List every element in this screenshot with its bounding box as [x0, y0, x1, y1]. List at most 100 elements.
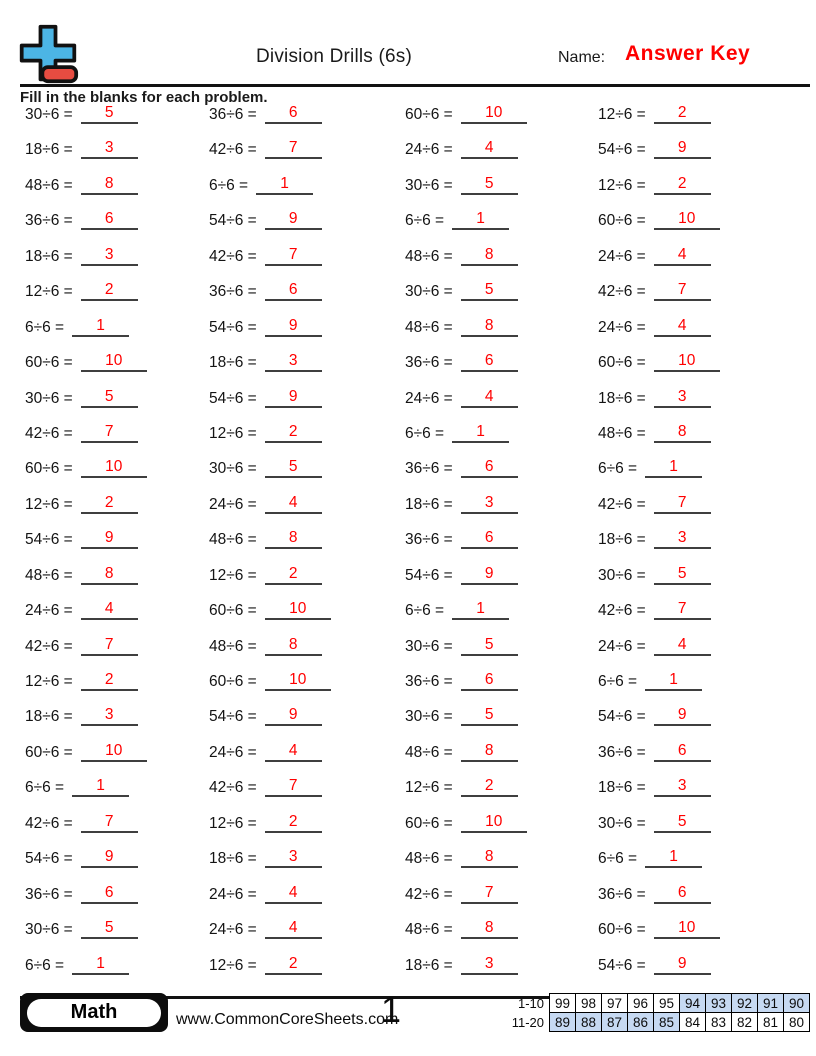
answer-blank[interactable]: 1	[452, 211, 510, 231]
answer-blank[interactable]: 5	[653, 814, 711, 833]
answer-blank[interactable]: 7	[653, 601, 711, 621]
answer-blank[interactable]: 2	[264, 424, 322, 443]
answer-blank[interactable]: 4	[264, 743, 322, 762]
answer-blank[interactable]: 5	[264, 459, 322, 479]
answer-blank[interactable]: 7	[264, 778, 322, 798]
answer-blank[interactable]: 8	[80, 176, 138, 195]
answer-blank[interactable]: 6	[653, 743, 711, 762]
answer-blank[interactable]: 2	[653, 105, 711, 124]
answer-blank[interactable]: 4	[264, 884, 322, 904]
answer-blank[interactable]: 8	[460, 920, 518, 940]
answer-blank[interactable]: 7	[80, 636, 138, 656]
answer-blank[interactable]: 9	[653, 707, 711, 727]
answer-blank[interactable]: 2	[80, 495, 138, 514]
answer-blank[interactable]: 3	[653, 388, 711, 408]
answer-blank[interactable]: 3	[460, 955, 518, 975]
answer-blank[interactable]: 7	[460, 884, 518, 904]
answer-blank[interactable]: 9	[264, 388, 322, 408]
answer-blank[interactable]: 3	[653, 530, 711, 550]
answer-blank[interactable]: 10	[653, 353, 720, 373]
answer-blank[interactable]: 6	[80, 211, 138, 231]
answer-blank[interactable]: 9	[653, 140, 711, 160]
answer-blank[interactable]: 7	[653, 495, 711, 514]
answer-blank[interactable]: 9	[264, 211, 322, 231]
answer-blank[interactable]: 10	[460, 814, 527, 833]
answer-blank[interactable]: 1	[256, 176, 314, 195]
answer-blank[interactable]: 3	[264, 353, 322, 373]
answer-blank[interactable]: 6	[460, 530, 518, 550]
answer-blank[interactable]: 1	[645, 849, 703, 869]
answer-blank[interactable]: 7	[264, 247, 322, 266]
answer-blank[interactable]: 9	[653, 955, 711, 975]
answer-blank[interactable]: 1	[452, 424, 510, 443]
answer-blank[interactable]: 1	[645, 459, 703, 479]
answer-blank[interactable]: 3	[264, 849, 322, 869]
answer-blank[interactable]: 8	[264, 530, 322, 550]
answer-blank[interactable]: 8	[80, 565, 138, 585]
answer-blank[interactable]: 5	[80, 105, 138, 124]
answer-blank[interactable]: 5	[460, 282, 518, 302]
answer-blank[interactable]: 9	[264, 317, 322, 337]
answer-blank[interactable]: 2	[653, 176, 711, 195]
answer-blank[interactable]: 3	[653, 778, 711, 798]
answer-blank[interactable]: 7	[653, 282, 711, 302]
answer-blank[interactable]: 1	[645, 672, 703, 691]
answer-blank[interactable]: 3	[80, 247, 138, 266]
answer-blank[interactable]: 6	[460, 459, 518, 479]
answer-blank[interactable]: 6	[264, 282, 322, 302]
answer-blank[interactable]: 1	[452, 601, 510, 621]
answer-blank[interactable]: 10	[460, 105, 527, 124]
answer-blank[interactable]: 4	[264, 920, 322, 940]
answer-blank[interactable]: 8	[460, 317, 518, 337]
answer-blank[interactable]: 5	[80, 920, 138, 940]
answer-blank[interactable]: 5	[80, 388, 138, 408]
answer-blank[interactable]: 4	[80, 601, 138, 621]
answer-blank[interactable]: 4	[653, 317, 711, 337]
answer-blank[interactable]: 4	[460, 388, 518, 408]
answer-blank[interactable]: 7	[80, 814, 138, 833]
answer-blank[interactable]: 9	[264, 707, 322, 727]
answer-blank[interactable]: 4	[653, 636, 711, 656]
answer-blank[interactable]: 2	[264, 814, 322, 833]
answer-blank[interactable]: 1	[72, 955, 130, 975]
answer-blank[interactable]: 10	[80, 353, 147, 373]
answer-blank[interactable]: 8	[460, 247, 518, 266]
answer-blank[interactable]: 2	[80, 282, 138, 302]
answer-blank[interactable]: 9	[80, 530, 138, 550]
answer-blank[interactable]: 9	[80, 849, 138, 869]
answer-blank[interactable]: 5	[653, 565, 711, 585]
answer-blank[interactable]: 7	[264, 140, 322, 160]
answer-blank[interactable]: 4	[653, 247, 711, 266]
answer-blank[interactable]: 8	[653, 424, 711, 443]
answer-blank[interactable]: 3	[80, 707, 138, 727]
answer-blank[interactable]: 5	[460, 707, 518, 727]
answer-blank[interactable]: 1	[72, 778, 130, 798]
answer-blank[interactable]: 8	[460, 743, 518, 762]
answer-blank[interactable]: 2	[80, 672, 138, 691]
answer-blank[interactable]: 10	[80, 459, 147, 479]
answer-blank[interactable]: 6	[80, 884, 138, 904]
answer-blank[interactable]: 2	[264, 565, 322, 585]
answer-blank[interactable]: 6	[653, 884, 711, 904]
answer-blank[interactable]: 9	[460, 565, 518, 585]
answer-blank[interactable]: 3	[460, 495, 518, 514]
answer-blank[interactable]: 7	[80, 424, 138, 443]
answer-blank[interactable]: 2	[264, 955, 322, 975]
answer-blank[interactable]: 4	[264, 495, 322, 514]
answer-blank[interactable]: 5	[460, 636, 518, 656]
answer-blank[interactable]: 10	[653, 211, 720, 231]
answer-blank[interactable]: 2	[460, 778, 518, 798]
answer-blank[interactable]: 6	[264, 105, 322, 124]
answer-blank[interactable]: 8	[460, 849, 518, 869]
answer-blank[interactable]: 8	[264, 636, 322, 656]
answer-blank[interactable]: 5	[460, 176, 518, 195]
answer-blank[interactable]: 6	[460, 672, 518, 691]
answer-blank[interactable]: 4	[460, 140, 518, 160]
answer-blank[interactable]: 10	[264, 601, 331, 621]
answer-blank[interactable]: 3	[80, 140, 138, 160]
answer-blank[interactable]: 10	[80, 743, 147, 762]
answer-blank[interactable]: 10	[264, 672, 331, 691]
answer-blank[interactable]: 10	[653, 920, 720, 940]
answer-blank[interactable]: 1	[72, 317, 130, 337]
answer-blank[interactable]: 6	[460, 353, 518, 373]
